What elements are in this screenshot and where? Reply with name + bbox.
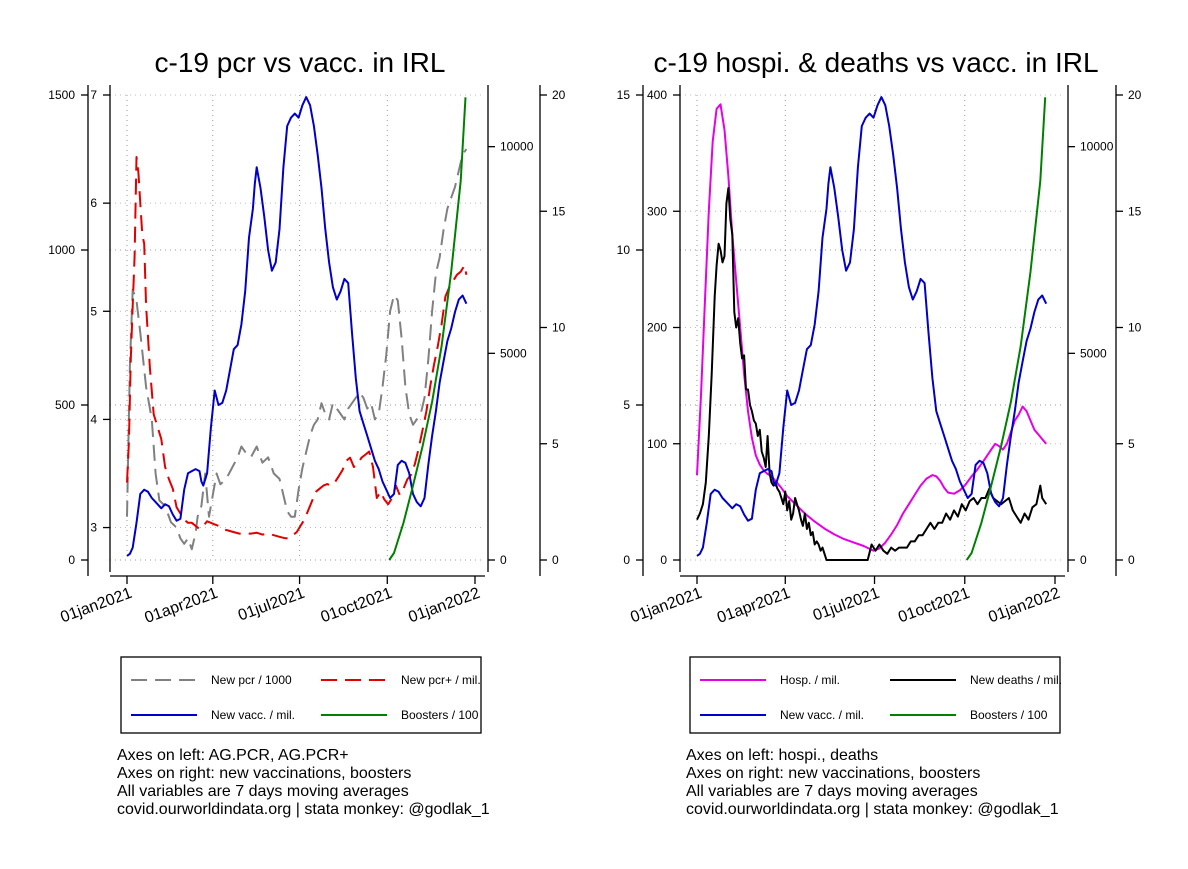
chart-title: c-19 pcr vs vacc. in IRL [155,47,446,78]
legend-label: New pcr+ / mil. [401,673,481,687]
legend-label: Boosters / 100 [401,708,479,722]
footnote-line: covid.ourworldindata.org | stata monkey:… [117,801,490,818]
x-tick-label: 01jan2022 [986,585,1062,627]
legend-label: Hosp. / mil. [780,673,840,687]
x-tick-label: 01jul2021 [236,585,307,625]
y-tick-label: 5000 [1080,346,1107,360]
y-tick-label: 200 [647,321,667,335]
legend: Hosp. / mil. New deaths / mil. New vacc. /… [689,656,1062,734]
y-tick-label: 10000 [1080,140,1114,154]
y-tick-label: 300 [647,204,667,218]
y-tick-label: 0 [1128,553,1135,567]
y-tick-label: 10 [552,321,566,335]
y-tick-label: 0 [68,553,75,567]
y-tick-label: 5 [1128,437,1135,451]
y-tick-label: 10 [617,243,631,257]
x-tick-label: 01jan2021 [628,585,704,627]
series-line-new-vacc-mil [696,96,1048,557]
y-tick-label: 6 [90,196,97,210]
y-tick-label: 20 [1128,88,1142,102]
legend-box [689,656,1061,734]
footnote-line: Axes on right: new vaccinations, booster… [686,765,980,782]
y-tick-label: 100 [647,437,667,451]
y-tick-label: 10 [1128,321,1142,335]
chart-panel-1: c-19 pcr vs vacc. in IRL 01jan2021 01apr20… [48,47,565,818]
series-line-new-vacc-mil [126,96,468,557]
x-tick-label: 01jul2021 [811,585,882,625]
footnote-line: covid.ourworldindata.org | stata monkey:… [686,801,1059,818]
y-tick-label: 0 [552,553,559,567]
y-tick-label: 5 [623,398,630,412]
y-tick-label: 0 [660,553,667,567]
y-tick-label: 0 [500,553,507,567]
y-tick-label: 3 [90,521,97,535]
y-tick-label: 4 [90,412,97,426]
y-tick-label: 7 [90,88,97,102]
y-tick-label: 20 [552,88,566,102]
legend-box [120,656,482,734]
legend: New pcr / 1000 New pcr+ / mil. New vacc. /… [120,656,482,734]
legend-label: Boosters / 100 [970,708,1048,722]
x-tick-label: 01oct2021 [319,585,395,627]
footnote-line: Axes on left: hospi., deaths [686,747,878,764]
y-tick-label: 500 [55,398,75,412]
x-tick-label: 01apr2021 [715,585,793,627]
y-tick-label: 5 [90,304,97,318]
footnote-line: All variables are 7 days moving averages [686,783,978,800]
series-line-boosters-100 [388,97,467,561]
y-tick-label: 15 [1128,204,1142,218]
y-tick-label: 15 [617,88,631,102]
legend-label: New vacc. / mil. [780,708,864,722]
series-line-hosp-mil [696,103,1047,552]
footnote-line: All variables are 7 days moving averages [117,783,409,800]
series-line-new-pcr-mil [126,156,468,540]
series-line-boosters-100 [965,97,1047,561]
x-tick-label: 01jan2021 [58,585,134,627]
legend-label: New pcr / 1000 [211,673,292,687]
y-tick-label: 0 [623,553,630,567]
x-tick-label: 01oct2021 [896,585,972,627]
legend-label: New vacc. / mil. [211,708,295,722]
y-tick-label: 15 [552,204,566,218]
x-tick-label: 01jan2022 [406,585,482,627]
series-line-new-deaths-mil [696,187,1048,561]
y-tick-label: 400 [647,88,667,102]
chart-title: c-19 hospi. & deaths vs vacc. in IRL [653,47,1098,78]
y-tick-label: 10000 [500,140,534,154]
chart-panel-2: c-19 hospi. & deaths vs vacc. in IRL 01ja… [617,47,1142,818]
y-tick-label: 5000 [500,346,527,360]
y-tick-label: 1000 [48,243,75,257]
x-tick-label: 01apr2021 [142,585,220,627]
series-line-new-pcr-1000 [126,148,468,551]
y-tick-label: 5 [552,437,559,451]
y-tick-label: 1500 [48,88,75,102]
footnote-line: Axes on right: new vaccinations, booster… [117,765,411,782]
legend-label: New deaths / mil. [970,673,1062,687]
y-tick-label: 0 [1080,553,1087,567]
footnote-line: Axes on left: AG.PCR, AG.PCR+ [117,747,349,764]
